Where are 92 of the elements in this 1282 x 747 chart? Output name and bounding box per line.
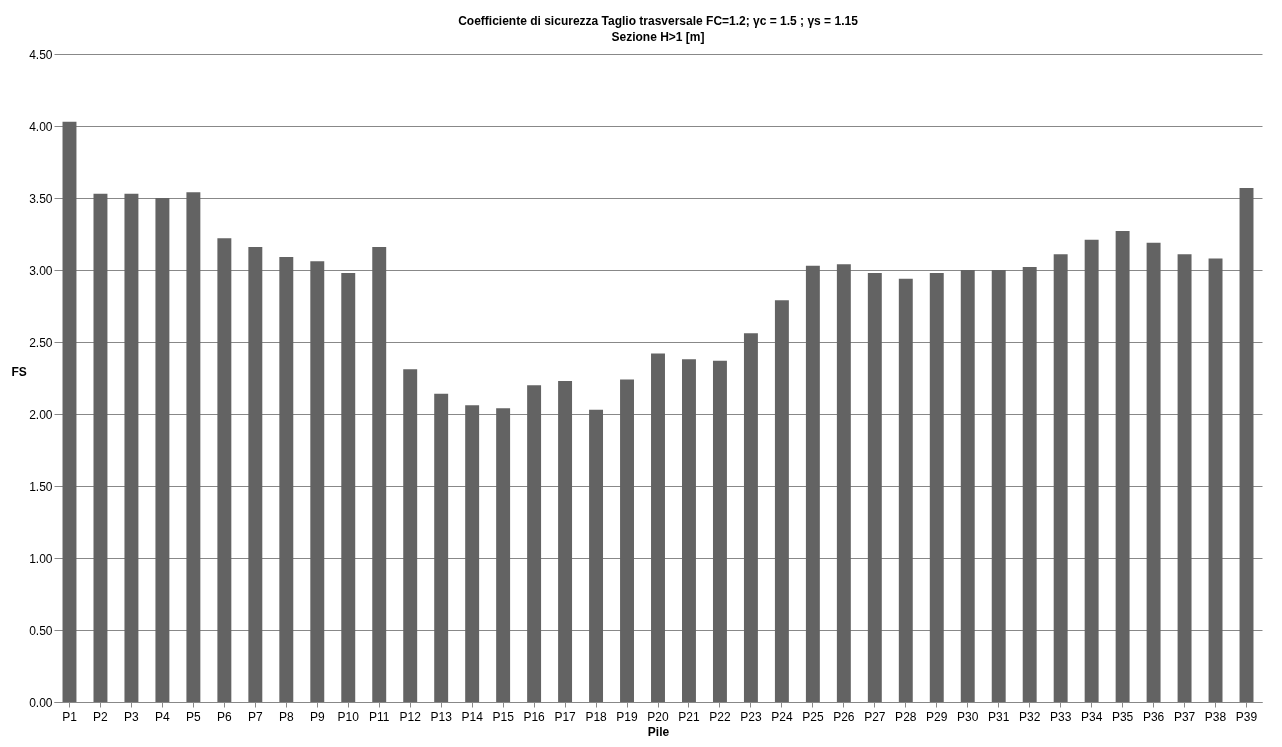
bar — [372, 246, 387, 702]
x-tick-label: P24 — [771, 709, 793, 724]
bar — [651, 353, 665, 702]
x-tick-label: P2 — [93, 709, 109, 724]
y-tick-label: 4.50 — [29, 47, 53, 62]
x-tick-label: P13 — [430, 709, 453, 724]
x-tick-label: P35 — [1111, 709, 1134, 724]
bar — [620, 379, 634, 702]
bar — [805, 265, 820, 702]
bar — [217, 238, 232, 702]
chart-title: Coefficiente di sicurezza Taglio trasversale FC=1.2; γc = 1.5 ; γs = 1.15 — [458, 14, 859, 28]
x-tick-label: P28 — [895, 709, 917, 724]
x-tick-label: P7 — [247, 709, 263, 724]
bar — [1239, 187, 1254, 702]
bar — [1084, 239, 1099, 702]
bar — [434, 393, 449, 702]
y-tick-label: 2.50 — [29, 335, 53, 350]
bar — [929, 272, 944, 702]
bar — [496, 408, 511, 702]
bar — [1177, 254, 1192, 702]
y-tick-label: 1.50 — [29, 479, 53, 494]
x-tick-label: P16 — [523, 709, 546, 724]
chart-subtitle: Sezione H>1 [m] — [611, 30, 705, 44]
x-tick-label: P20 — [647, 709, 669, 724]
x-tick-label: P39 — [1235, 709, 1258, 724]
bar — [310, 261, 325, 702]
bar — [898, 278, 913, 702]
bar — [186, 192, 201, 702]
y-tick-label: 3.00 — [29, 263, 53, 278]
bar — [960, 270, 975, 702]
bar — [1053, 254, 1068, 702]
x-tick-label: P12 — [399, 709, 422, 724]
x-tick-label: P9 — [309, 709, 325, 724]
x-tick-label: P14 — [461, 709, 484, 724]
bar — [1022, 267, 1037, 702]
x-tick-label: P22 — [709, 709, 731, 724]
bar — [62, 121, 77, 702]
y-tick-label: 1.00 — [29, 551, 53, 566]
x-tick-label: P38 — [1204, 709, 1227, 724]
x-axis-title: Pile — [647, 724, 670, 739]
x-tick-label: P23 — [740, 709, 762, 724]
bar — [155, 198, 170, 702]
bar — [712, 360, 727, 702]
x-tick-label: P34 — [1080, 709, 1103, 724]
bar — [403, 369, 418, 702]
bar — [465, 405, 480, 702]
x-tick-label: P32 — [1019, 709, 1041, 724]
x-tick-label: P33 — [1049, 709, 1072, 724]
bar — [774, 300, 789, 702]
y-tick-label: 4.00 — [29, 119, 53, 134]
x-tick-label: P31 — [988, 709, 1010, 724]
bar — [867, 272, 882, 702]
bar — [682, 359, 696, 702]
y-tick-label: 0.50 — [29, 623, 53, 638]
x-tick-label: P6 — [217, 709, 233, 724]
x-tick-label: P5 — [186, 709, 202, 724]
x-tick-label: P17 — [554, 709, 577, 724]
bar — [1115, 231, 1130, 702]
y-axis-title: FS — [11, 364, 27, 379]
bar — [93, 193, 108, 702]
bar — [991, 270, 1006, 702]
x-tick-label: P26 — [833, 709, 855, 724]
bar — [341, 272, 356, 702]
bar — [124, 193, 139, 702]
x-tick-label: P27 — [864, 709, 886, 724]
bar — [279, 257, 294, 702]
x-tick-label: P25 — [802, 709, 824, 724]
x-tick-label: P36 — [1142, 709, 1165, 724]
x-tick-label: P11 — [369, 709, 390, 724]
bar — [1208, 258, 1223, 702]
x-tick-label: P15 — [492, 709, 515, 724]
x-tick-label: P29 — [926, 709, 948, 724]
x-tick-label: P8 — [278, 709, 294, 724]
bar — [1146, 242, 1161, 702]
y-tick-label: 0.00 — [29, 695, 53, 710]
y-tick-label: 2.00 — [29, 407, 53, 422]
bar — [743, 333, 758, 702]
bar — [589, 409, 604, 702]
x-tick-label: P18 — [585, 709, 608, 724]
x-tick-label: P21 — [678, 709, 700, 724]
x-tick-label: P4 — [155, 709, 171, 724]
x-tick-label: P30 — [957, 709, 979, 724]
y-tick-label: 3.50 — [29, 191, 53, 206]
bar — [248, 246, 263, 702]
x-tick-label: P3 — [124, 709, 140, 724]
bar — [527, 385, 542, 702]
x-tick-label: P19 — [616, 709, 639, 724]
x-tick-label: P1 — [62, 709, 78, 724]
bar — [558, 380, 573, 702]
bar — [836, 264, 851, 702]
x-tick-label: P10 — [337, 709, 360, 724]
x-tick-label: P37 — [1173, 709, 1196, 724]
